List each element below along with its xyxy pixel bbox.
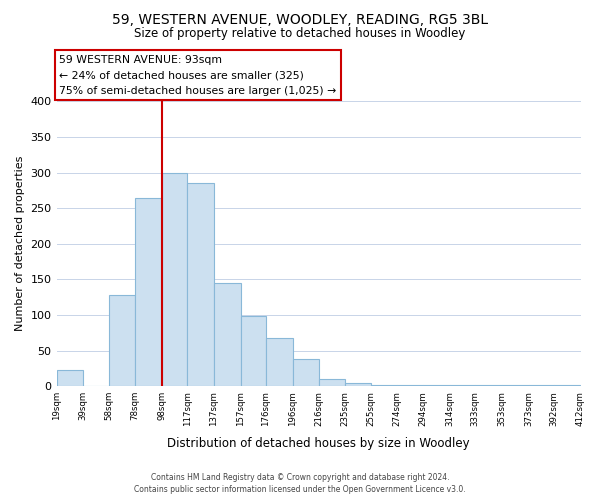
Bar: [344, 382, 371, 386]
Text: 59 WESTERN AVENUE: 93sqm
← 24% of detached houses are smaller (325)
75% of semi-: 59 WESTERN AVENUE: 93sqm ← 24% of detach…: [59, 54, 337, 96]
Text: 59, WESTERN AVENUE, WOODLEY, READING, RG5 3BL: 59, WESTERN AVENUE, WOODLEY, READING, RG…: [112, 12, 488, 26]
Bar: [475, 384, 502, 386]
Text: Contains HM Land Registry data © Crown copyright and database right 2024.
Contai: Contains HM Land Registry data © Crown c…: [134, 472, 466, 494]
Bar: [450, 384, 475, 386]
Bar: [135, 198, 162, 386]
Bar: [266, 338, 293, 386]
Bar: [187, 184, 214, 386]
Bar: [109, 295, 135, 386]
Bar: [241, 316, 266, 386]
Bar: [293, 359, 319, 386]
Y-axis label: Number of detached properties: Number of detached properties: [15, 156, 25, 332]
Bar: [214, 283, 241, 386]
Text: Size of property relative to detached houses in Woodley: Size of property relative to detached ho…: [134, 28, 466, 40]
Bar: [554, 384, 580, 386]
Bar: [371, 384, 397, 386]
Bar: [56, 370, 83, 386]
Bar: [502, 384, 529, 386]
X-axis label: Distribution of detached houses by size in Woodley: Distribution of detached houses by size …: [167, 437, 470, 450]
Bar: [162, 172, 187, 386]
Bar: [397, 384, 423, 386]
Bar: [423, 384, 450, 386]
Bar: [319, 379, 344, 386]
Bar: [529, 384, 554, 386]
